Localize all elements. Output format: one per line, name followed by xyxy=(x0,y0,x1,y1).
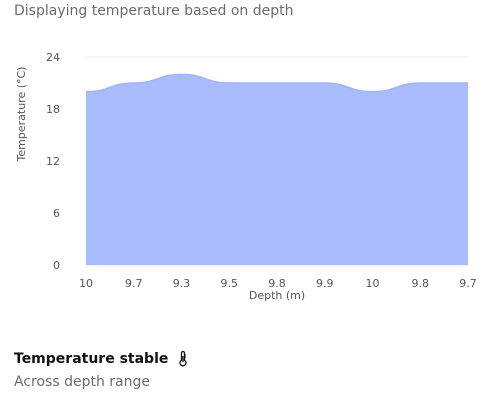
area-series xyxy=(85,73,468,265)
x-tick-label: 9.7 xyxy=(125,277,143,290)
area-line xyxy=(85,73,468,93)
y-tick-label: 18 xyxy=(46,103,60,116)
y-tick-label: 0 xyxy=(53,259,60,272)
x-axis-ticks: 10 9.7 9.3 9.5 9.8 9.9 10 9.8 9.7 xyxy=(79,277,477,290)
chart-subtitle: Displaying temperature based on depth xyxy=(14,3,294,19)
x-tick-label: 9.3 xyxy=(173,277,191,290)
y-axis-ticks: 0 6 12 18 24 xyxy=(46,51,60,272)
x-tick-label: 9.5 xyxy=(221,277,239,290)
thermometer-icon xyxy=(176,350,190,368)
x-tick-label: 10 xyxy=(366,277,380,290)
y-tick-label: 24 xyxy=(46,51,60,64)
summary-title: Temperature stable xyxy=(14,351,169,367)
chart-area: 0 6 12 18 24 10 9.7 9.3 9.5 9.8 9.9 10 9.8 9.7 Tempe… xyxy=(0,40,491,310)
y-tick-label: 6 xyxy=(53,207,60,220)
x-tick-label: 9.8 xyxy=(268,277,286,290)
area-fill xyxy=(86,74,468,265)
y-axis-label: Temperature (°C) xyxy=(15,67,28,163)
y-tick-label: 12 xyxy=(46,155,60,168)
summary-title-row: Temperature stable xyxy=(14,350,484,368)
summary-footer: Temperature stable Across depth range xyxy=(14,350,484,391)
x-tick-label: 10 xyxy=(79,277,93,290)
summary-subtitle: Across depth range xyxy=(14,374,150,390)
area-chart: 0 6 12 18 24 10 9.7 9.3 9.5 9.8 9.9 10 9.8 9.7 Tempe… xyxy=(15,51,477,302)
x-tick-label: 9.9 xyxy=(316,277,334,290)
x-axis-label: Depth (m) xyxy=(249,289,305,302)
x-tick-label: 9.8 xyxy=(412,277,430,290)
x-tick-label: 9.7 xyxy=(459,277,477,290)
